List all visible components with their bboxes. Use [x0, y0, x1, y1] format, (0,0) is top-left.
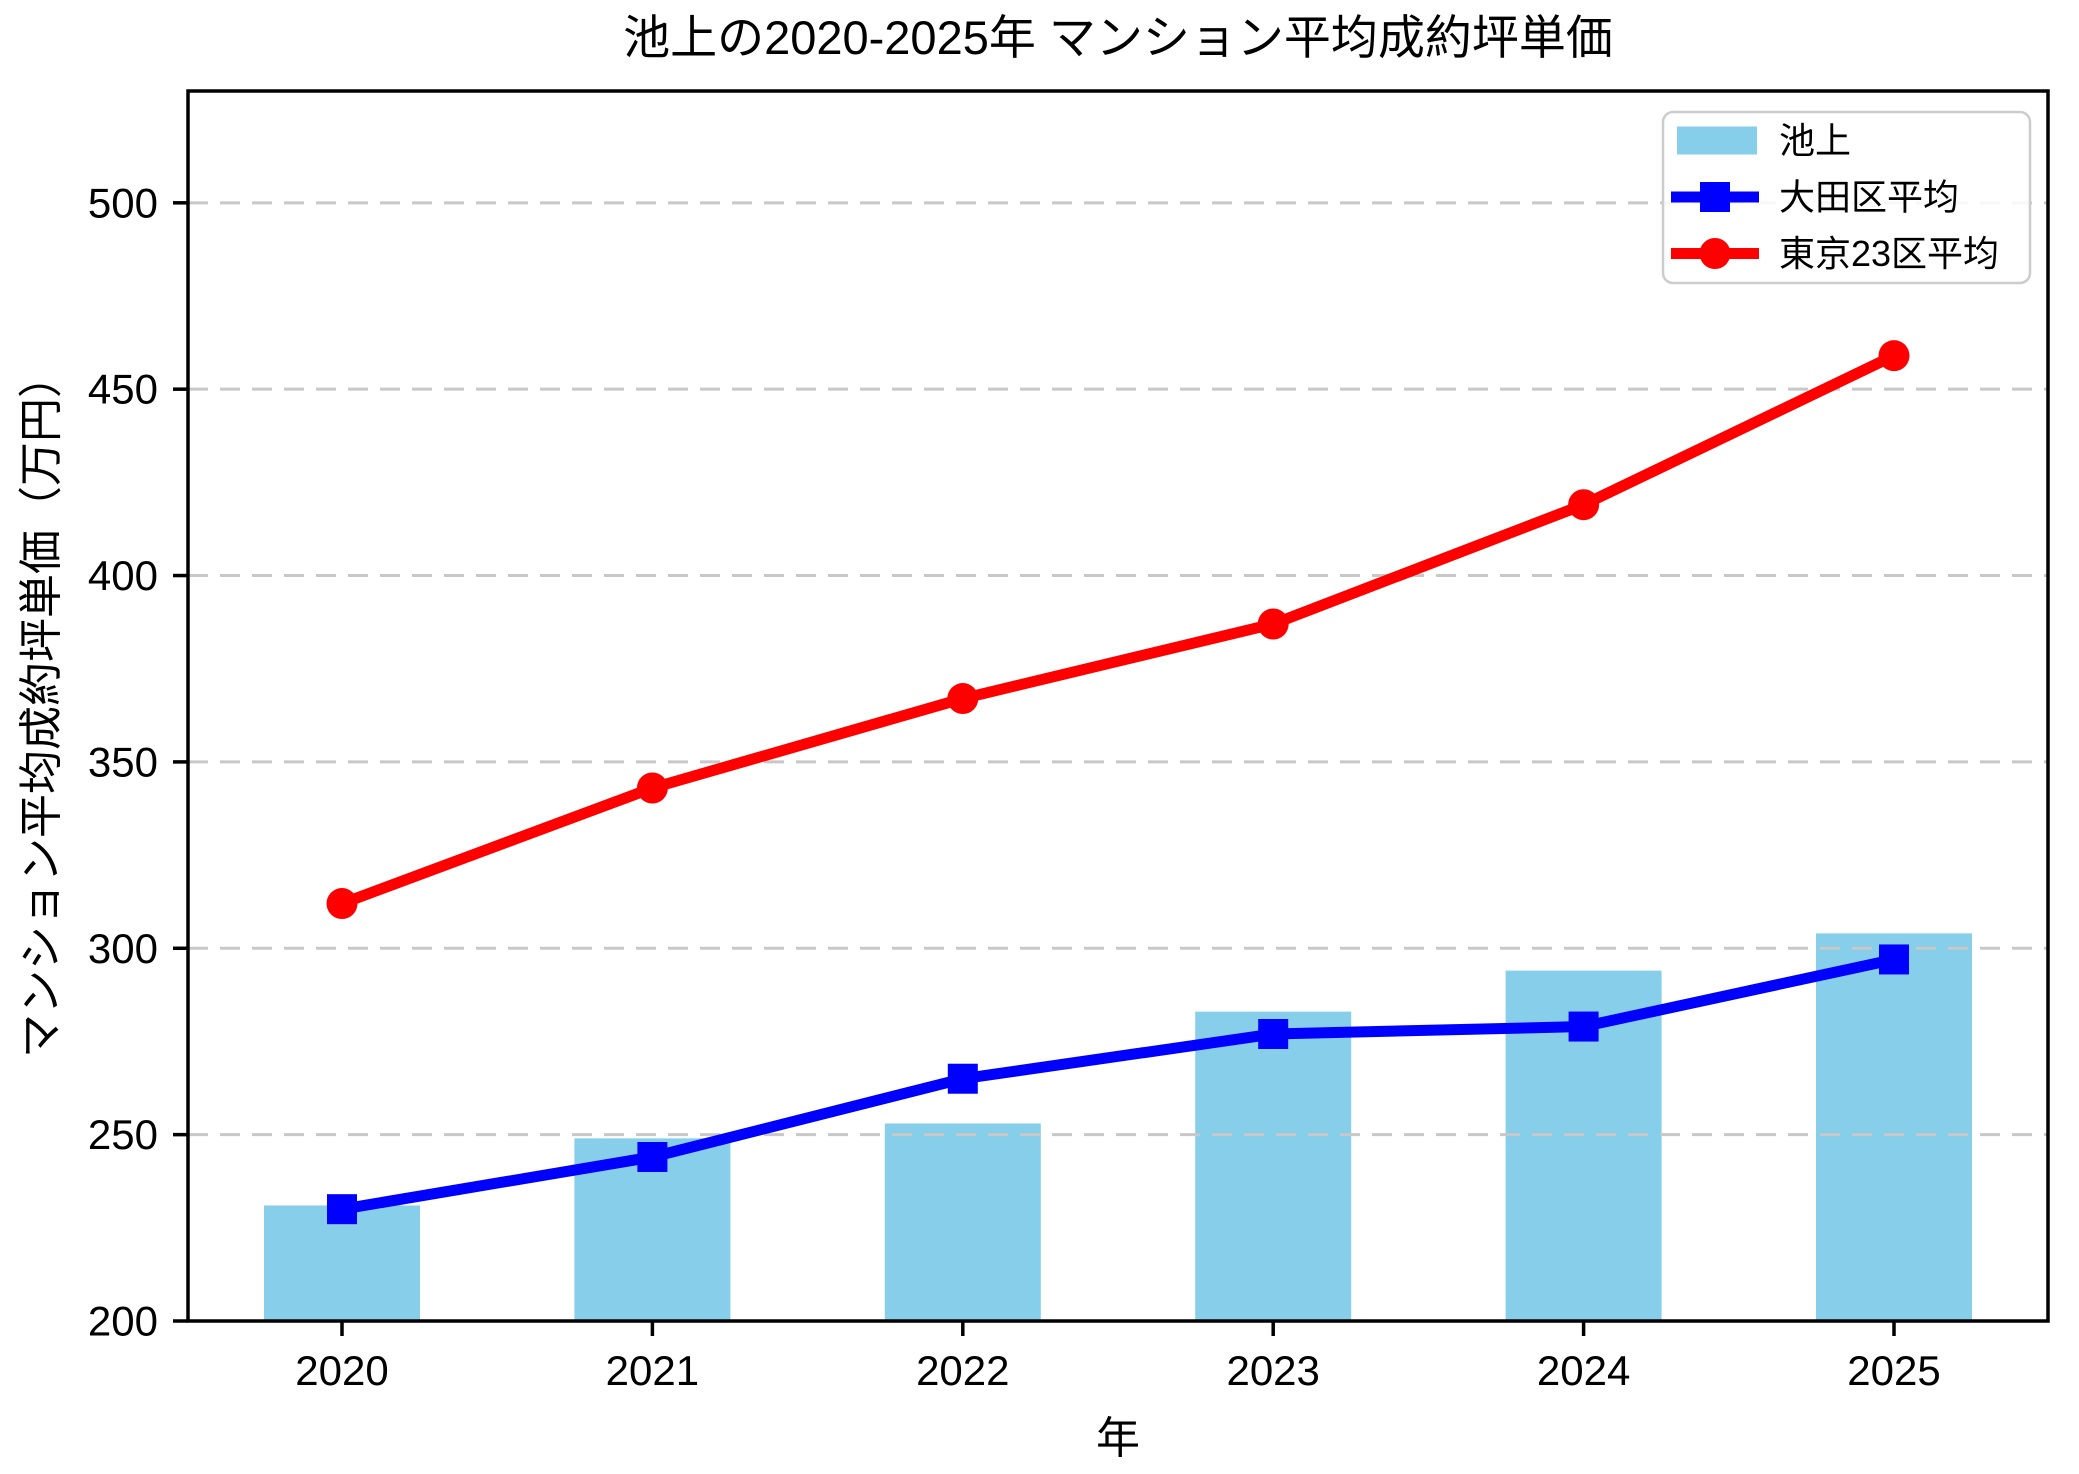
- x-tick-label-2022: 2022: [916, 1347, 1009, 1394]
- y-axis-label: マンション平均成約坪単価（万円）: [17, 354, 66, 1058]
- legend-circle-icon: [1699, 238, 1731, 269]
- legend-swatch-池上: [1677, 126, 1757, 155]
- x-tick-label-2025: 2025: [1847, 1347, 1940, 1394]
- y-tick-label-300: 300: [88, 925, 158, 972]
- line-大田区平均: [341, 954, 1896, 1215]
- x-tick-label-2024: 2024: [1537, 1347, 1630, 1394]
- y-tick-label-350: 350: [88, 738, 158, 785]
- bar-2023: [1195, 1011, 1352, 1321]
- square-marker-2024: [1568, 1011, 1599, 1042]
- x-tick-label-2023: 2023: [1226, 1347, 1319, 1394]
- x-tick-label-2020: 2020: [295, 1347, 388, 1394]
- bar-2020: [264, 1205, 420, 1321]
- square-marker-2022: [947, 1063, 978, 1094]
- y-tick-label-450: 450: [88, 366, 158, 413]
- plot-border: [186, 89, 2050, 1323]
- axes-frame: [186, 89, 2050, 1323]
- square-marker-2021: [637, 1142, 668, 1172]
- legend-label-池上: 池上: [1779, 120, 1851, 161]
- circle-marker-2021: [636, 772, 668, 804]
- square-marker-2023: [1258, 1019, 1289, 1049]
- line-東京23区平均: [340, 350, 1897, 909]
- legend-label-大田区平均: 大田区平均: [1779, 177, 1959, 218]
- circle-marker-2023: [1257, 608, 1289, 640]
- x-tick-label-2021: 2021: [606, 1347, 699, 1394]
- circle-marker-2024: [1568, 489, 1600, 521]
- circle-marker-2020: [326, 888, 358, 920]
- gridlines-layer: [188, 201, 2048, 1137]
- legend-label-東京23区平均: 東京23区平均: [1779, 233, 1999, 274]
- x-axis-label: 年: [1096, 1414, 1140, 1463]
- square-marker-2020: [327, 1194, 357, 1225]
- bars-layer: [264, 933, 1972, 1321]
- y-tick-label-500: 500: [88, 179, 158, 226]
- y-tick-label-200: 200: [88, 1298, 158, 1345]
- legend-square-icon: [1700, 182, 1730, 212]
- ticks-layer: 200 250 300 350 400 450 500 2020 2021 2022 2023 202…: [88, 179, 1941, 1394]
- circle-marker-2022: [947, 683, 979, 715]
- square-marker-2025: [1879, 944, 1909, 975]
- lines-layer: [326, 340, 1910, 1225]
- circle-marker-2025: [1878, 340, 1910, 372]
- legend-box: [1661, 110, 2032, 285]
- chart-title: 池上の2020-2025年 マンション平均成約坪単価: [623, 11, 1613, 64]
- y-tick-label-250: 250: [88, 1111, 158, 1158]
- y-tick-label-400: 400: [88, 552, 158, 599]
- bar-2025: [1816, 933, 1972, 1321]
- bar-2022: [884, 1123, 1041, 1321]
